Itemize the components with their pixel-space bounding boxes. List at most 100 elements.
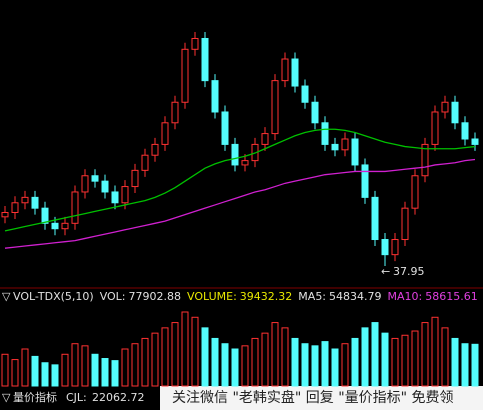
watermark-box bbox=[160, 386, 483, 410]
volume-bar bbox=[271, 322, 279, 387]
moving-average-line bbox=[4, 158, 476, 249]
readout-value: 39432.32 bbox=[240, 290, 293, 303]
volume-bar bbox=[191, 316, 199, 387]
volume-bar bbox=[41, 362, 49, 387]
candle-body bbox=[431, 111, 439, 145]
volume-bar bbox=[431, 316, 439, 387]
candle-body bbox=[451, 101, 459, 124]
candle-body bbox=[11, 202, 19, 213]
candle-body bbox=[351, 138, 359, 166]
candle-body bbox=[411, 175, 419, 209]
candle-body bbox=[281, 58, 289, 82]
volume-bar bbox=[171, 322, 179, 387]
candle-body bbox=[341, 138, 349, 151]
volume-bar bbox=[181, 311, 189, 387]
volume-bar bbox=[291, 337, 299, 387]
volume-bar bbox=[341, 343, 349, 387]
candle-body bbox=[201, 37, 209, 82]
candle-body bbox=[131, 169, 139, 188]
candle-body bbox=[361, 164, 369, 198]
bottom-label: CJL: bbox=[66, 391, 87, 404]
volume-bar bbox=[241, 345, 249, 387]
readout-value: 77902.88 bbox=[129, 290, 182, 303]
volume-bar bbox=[401, 334, 409, 387]
candle-body bbox=[171, 101, 179, 124]
bottom-value: 22062.72 bbox=[92, 391, 145, 404]
volume-bar bbox=[381, 332, 389, 387]
indicator-marker: ▽ bbox=[2, 290, 11, 303]
bottom-indicator: 量价指标 bbox=[13, 390, 57, 404]
candle-body bbox=[381, 239, 389, 256]
candle-body bbox=[41, 207, 49, 224]
candle-body bbox=[81, 175, 89, 193]
volume-bar bbox=[31, 355, 39, 387]
volume-bar bbox=[441, 327, 449, 387]
low-arrow: ← bbox=[381, 265, 390, 278]
candle-body bbox=[471, 138, 479, 145]
readout-label: VOLUME: bbox=[187, 290, 237, 303]
volume-bar bbox=[211, 337, 219, 387]
volume-bar bbox=[281, 327, 289, 387]
candle-body bbox=[161, 122, 169, 145]
volume-bar bbox=[461, 343, 469, 387]
volume-bar bbox=[161, 327, 169, 387]
candle-body bbox=[321, 122, 329, 145]
candle-body bbox=[1, 211, 9, 218]
volume-bar bbox=[101, 358, 109, 387]
candle-body bbox=[441, 101, 449, 113]
readout-label: MA10: bbox=[388, 290, 423, 303]
candle-body bbox=[261, 133, 269, 145]
candle-body bbox=[181, 48, 189, 103]
watermark: 关注微信 "老韩实盘" 回复 "量价指标" 免费领 bbox=[172, 389, 454, 406]
volume-bar bbox=[391, 337, 399, 387]
candle-body bbox=[371, 196, 379, 241]
volume-bar bbox=[141, 337, 149, 387]
candle-body bbox=[211, 80, 219, 113]
volume-bar bbox=[361, 327, 369, 387]
volume-bar bbox=[321, 341, 329, 387]
candle-body bbox=[71, 191, 79, 224]
candle-body bbox=[391, 239, 399, 256]
volume-bar bbox=[331, 348, 339, 387]
candle-body bbox=[111, 191, 119, 204]
candle-body bbox=[51, 222, 59, 230]
volume-bar bbox=[451, 337, 459, 387]
volume-bar bbox=[351, 337, 359, 387]
volume-bar bbox=[131, 343, 139, 387]
volume-bar bbox=[421, 322, 429, 387]
volume-bar bbox=[111, 360, 119, 387]
candle-body bbox=[151, 143, 159, 156]
candle-body bbox=[231, 143, 239, 166]
indicator-name: VOL-TDX(5,10) bbox=[13, 290, 94, 303]
readout-label: VOL: bbox=[100, 290, 126, 303]
volume-bar bbox=[221, 343, 229, 387]
candle-body bbox=[91, 175, 99, 182]
candle-body bbox=[21, 196, 29, 204]
low-annotation: 37.95 bbox=[393, 265, 425, 278]
candle-body bbox=[241, 160, 249, 166]
candle-body bbox=[31, 196, 39, 209]
moving-average-line bbox=[4, 128, 476, 232]
volume-bar bbox=[311, 345, 319, 387]
candle-body bbox=[421, 143, 429, 177]
candle-body bbox=[461, 122, 469, 140]
volume-bar bbox=[81, 345, 89, 387]
candle-body bbox=[121, 186, 129, 204]
volume-bar bbox=[11, 359, 19, 387]
volume-bar bbox=[201, 327, 209, 387]
volume-bar bbox=[91, 353, 99, 387]
candle-body bbox=[401, 207, 409, 241]
readout-value: 58615.61 bbox=[425, 290, 478, 303]
volume-bar bbox=[471, 343, 479, 387]
volume-bar bbox=[371, 322, 379, 387]
candle-body bbox=[101, 180, 109, 193]
readout-value: 54834.79 bbox=[329, 290, 382, 303]
candle-body bbox=[311, 101, 319, 124]
candle-body bbox=[271, 80, 279, 135]
readout-label: MA5: bbox=[298, 290, 326, 303]
volume-bar bbox=[51, 364, 59, 387]
candle-body bbox=[301, 85, 309, 103]
volume-bar bbox=[151, 332, 159, 387]
volume-bar bbox=[231, 348, 239, 387]
